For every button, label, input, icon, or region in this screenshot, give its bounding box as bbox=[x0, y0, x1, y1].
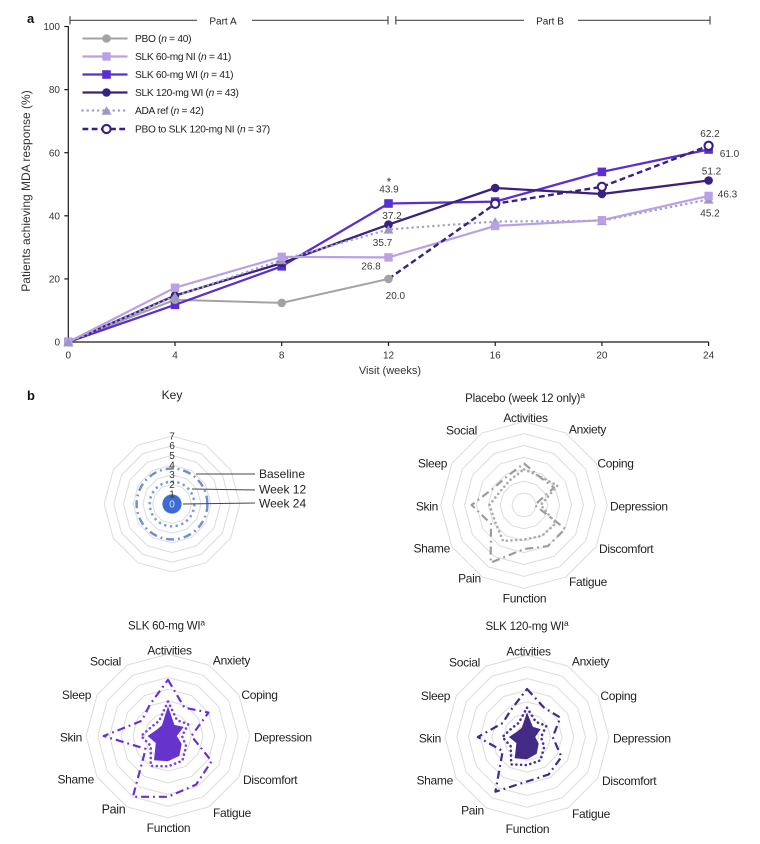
svg-text:Pain: Pain bbox=[458, 572, 481, 586]
svg-text:Pain: Pain bbox=[102, 803, 126, 817]
svg-text:Skin: Skin bbox=[60, 731, 82, 745]
svg-text:Social: Social bbox=[90, 655, 121, 669]
svg-text:Part B: Part B bbox=[536, 16, 564, 27]
svg-text:37.2: 37.2 bbox=[382, 211, 402, 222]
svg-text:Function: Function bbox=[503, 591, 547, 605]
svg-text:12: 12 bbox=[383, 350, 395, 361]
svg-text:SLK 120-mg WI (n = 43): SLK 120-mg WI (n = 43) bbox=[135, 88, 239, 99]
svg-text:SLK 60-mg NI (n = 41): SLK 60-mg NI (n = 41) bbox=[135, 52, 231, 63]
svg-text:Part A: Part A bbox=[209, 16, 237, 27]
svg-text:Discomfort: Discomfort bbox=[243, 773, 298, 787]
svg-text:Coping: Coping bbox=[597, 456, 633, 470]
svg-text:45.2: 45.2 bbox=[700, 209, 720, 220]
svg-text:Sleep: Sleep bbox=[421, 689, 451, 703]
svg-text:Depression: Depression bbox=[613, 732, 671, 746]
svg-text:a: a bbox=[27, 11, 35, 26]
svg-text:Function: Function bbox=[147, 821, 191, 835]
svg-text:Depression: Depression bbox=[254, 731, 312, 745]
svg-text:46.3: 46.3 bbox=[718, 190, 738, 201]
svg-text:40: 40 bbox=[49, 211, 61, 222]
svg-text:Anxiety: Anxiety bbox=[213, 654, 251, 668]
svg-text:SLK 60-mg WIa: SLK 60-mg WIa bbox=[128, 618, 205, 633]
svg-text:Sleep: Sleep bbox=[62, 688, 92, 702]
svg-text:51.2: 51.2 bbox=[702, 167, 722, 178]
svg-text:Discomfort: Discomfort bbox=[599, 542, 654, 556]
svg-text:Activities: Activities bbox=[506, 645, 551, 659]
svg-text:6: 6 bbox=[169, 441, 175, 452]
svg-text:60: 60 bbox=[49, 148, 61, 159]
svg-text:4: 4 bbox=[169, 461, 175, 472]
svg-text:24: 24 bbox=[703, 350, 715, 361]
svg-text:Week 12: Week 12 bbox=[259, 483, 306, 497]
svg-text:20.0: 20.0 bbox=[386, 291, 406, 302]
svg-text:4: 4 bbox=[172, 350, 178, 361]
svg-text:3: 3 bbox=[169, 470, 175, 481]
svg-text:Depression: Depression bbox=[610, 500, 668, 514]
svg-text:0: 0 bbox=[66, 350, 72, 361]
svg-text:Discomfort: Discomfort bbox=[602, 774, 657, 788]
svg-text:SLK 120-mg WIa: SLK 120-mg WIa bbox=[485, 618, 569, 633]
svg-text:20: 20 bbox=[596, 350, 608, 361]
svg-text:Coping: Coping bbox=[241, 688, 277, 702]
svg-text:61.0: 61.0 bbox=[720, 149, 740, 160]
svg-text:Coping: Coping bbox=[600, 689, 636, 703]
svg-text:Baseline: Baseline bbox=[259, 467, 305, 481]
svg-text:16: 16 bbox=[490, 350, 502, 361]
svg-text:Patients achieving MDA respons: Patients achieving MDA response (%) bbox=[19, 90, 33, 291]
svg-text:1: 1 bbox=[169, 490, 175, 501]
svg-text:PBO to SLK 120-mg NI (n = 37): PBO to SLK 120-mg NI (n = 37) bbox=[135, 125, 270, 136]
svg-text:Shame: Shame bbox=[57, 773, 94, 787]
svg-text:2: 2 bbox=[169, 480, 175, 491]
svg-text:0: 0 bbox=[54, 338, 60, 349]
svg-text:8: 8 bbox=[279, 350, 285, 361]
svg-text:b: b bbox=[27, 388, 35, 403]
svg-text:Fatigue: Fatigue bbox=[213, 806, 252, 820]
svg-text:43.9: 43.9 bbox=[379, 185, 399, 196]
svg-text:Placebo (week 12 only)a: Placebo (week 12 only)a bbox=[465, 390, 585, 405]
svg-text:Fatigue: Fatigue bbox=[572, 807, 611, 821]
svg-text:80: 80 bbox=[49, 85, 61, 96]
svg-text:ADA ref (n = 42): ADA ref (n = 42) bbox=[135, 106, 204, 117]
svg-text:7: 7 bbox=[169, 431, 175, 442]
svg-text:Fatigue: Fatigue bbox=[569, 575, 608, 589]
svg-text:Visit (weeks): Visit (weeks) bbox=[359, 365, 421, 377]
svg-text:Skin: Skin bbox=[419, 732, 441, 746]
svg-text:Anxiety: Anxiety bbox=[569, 423, 607, 437]
svg-text:Anxiety: Anxiety bbox=[572, 655, 610, 669]
svg-text:Shame: Shame bbox=[413, 542, 450, 556]
svg-text:PBO (n = 40): PBO (n = 40) bbox=[135, 34, 191, 45]
svg-text:5: 5 bbox=[169, 451, 175, 462]
svg-text:Pain: Pain bbox=[461, 804, 484, 818]
svg-text:*: * bbox=[387, 175, 392, 189]
svg-text:100: 100 bbox=[43, 22, 60, 33]
svg-text:Social: Social bbox=[446, 424, 477, 438]
svg-text:26.8: 26.8 bbox=[361, 262, 381, 273]
svg-text:Key: Key bbox=[162, 388, 183, 402]
svg-text:SLK 60-mg WI (n = 41): SLK 60-mg WI (n = 41) bbox=[135, 70, 233, 81]
svg-text:Activities: Activities bbox=[147, 644, 192, 658]
svg-text:Social: Social bbox=[449, 656, 480, 670]
svg-text:Skin: Skin bbox=[416, 500, 438, 514]
svg-text:35.7: 35.7 bbox=[373, 238, 393, 249]
svg-text:Sleep: Sleep bbox=[418, 456, 448, 470]
svg-text:Shame: Shame bbox=[416, 774, 453, 788]
svg-text:Function: Function bbox=[506, 822, 550, 836]
svg-text:0: 0 bbox=[169, 499, 175, 510]
svg-text:Activities: Activities bbox=[503, 411, 548, 425]
svg-text:20: 20 bbox=[49, 275, 61, 286]
svg-text:62.2: 62.2 bbox=[700, 129, 720, 140]
svg-text:Week 24: Week 24 bbox=[259, 497, 306, 511]
